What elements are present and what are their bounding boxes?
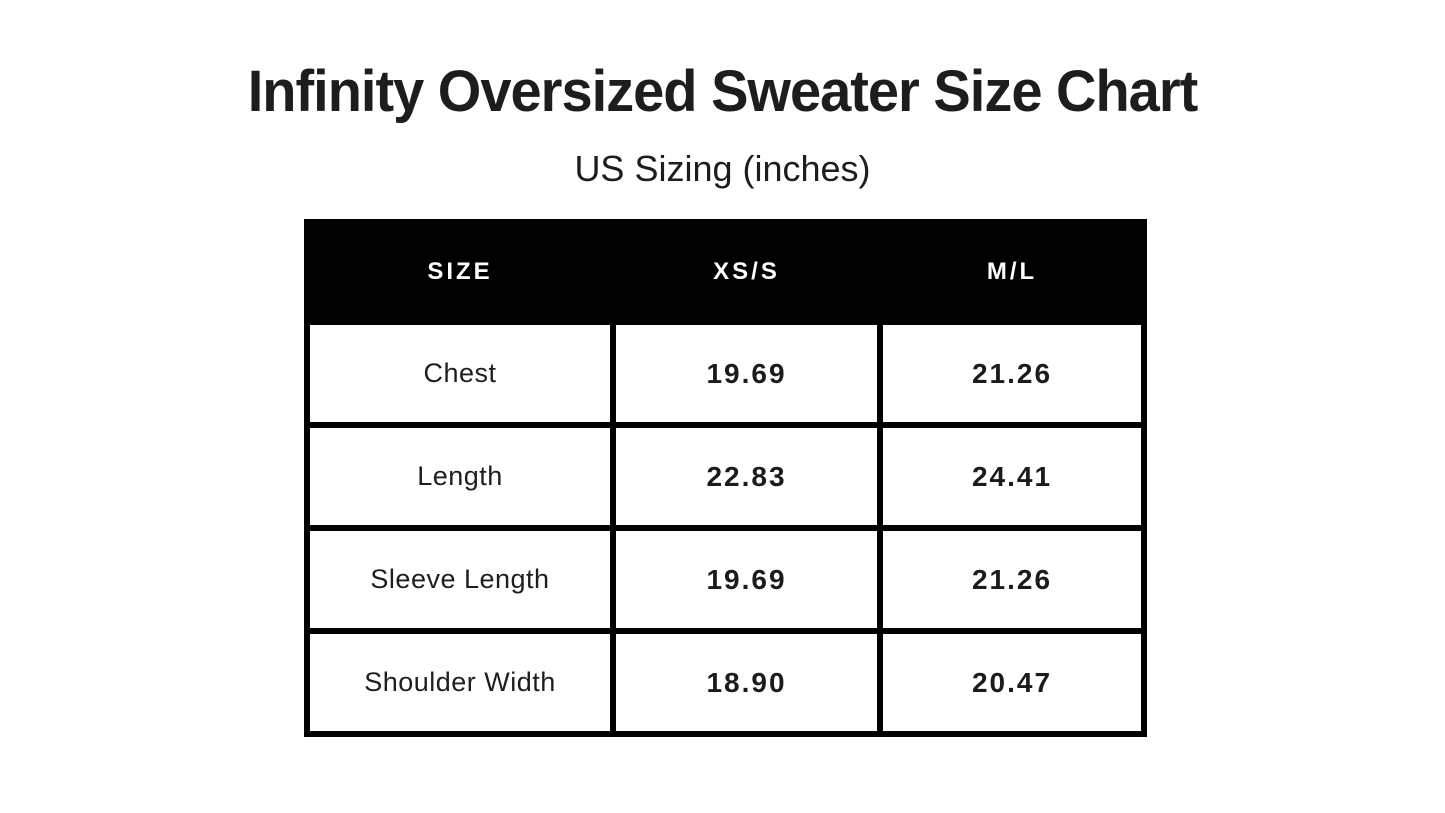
row-label-sleeve-length: Sleeve Length [304, 525, 616, 634]
cell-sleeve-length-m-l: 21.26 [877, 525, 1147, 634]
cell-length-m-l: 24.41 [877, 422, 1147, 531]
table-row-shoulder-width: Shoulder Width 18.90 20.47 [304, 628, 1147, 737]
row-label-shoulder-width: Shoulder Width [304, 628, 616, 737]
cell-chest-m-l: 21.26 [877, 319, 1147, 428]
cell-shoulder-width-m-l: 20.47 [877, 628, 1147, 737]
row-label-length: Length [304, 422, 616, 531]
table-row-sleeve-length: Sleeve Length 19.69 21.26 [304, 525, 1147, 634]
size-chart-table: SIZE XS/S M/L Chest 19.69 21.26 Length 2… [304, 219, 1147, 737]
cell-length-xs-s: 22.83 [610, 422, 883, 531]
table-row-chest: Chest 19.69 21.26 [304, 319, 1147, 428]
page-subtitle: US Sizing (inches) [574, 148, 871, 189]
cell-chest-xs-s: 19.69 [610, 319, 883, 428]
table-header-row: SIZE XS/S M/L [304, 219, 1147, 325]
column-header-m-l: M/L [877, 219, 1147, 325]
column-header-size: SIZE [304, 219, 616, 325]
cell-shoulder-width-xs-s: 18.90 [610, 628, 883, 737]
cell-sleeve-length-xs-s: 19.69 [610, 525, 883, 634]
row-label-chest: Chest [304, 319, 616, 428]
table-row-length: Length 22.83 24.41 [304, 422, 1147, 531]
page-title: Infinity Oversized Sweater Size Chart [247, 57, 1199, 124]
column-header-xs-s: XS/S [610, 219, 883, 325]
